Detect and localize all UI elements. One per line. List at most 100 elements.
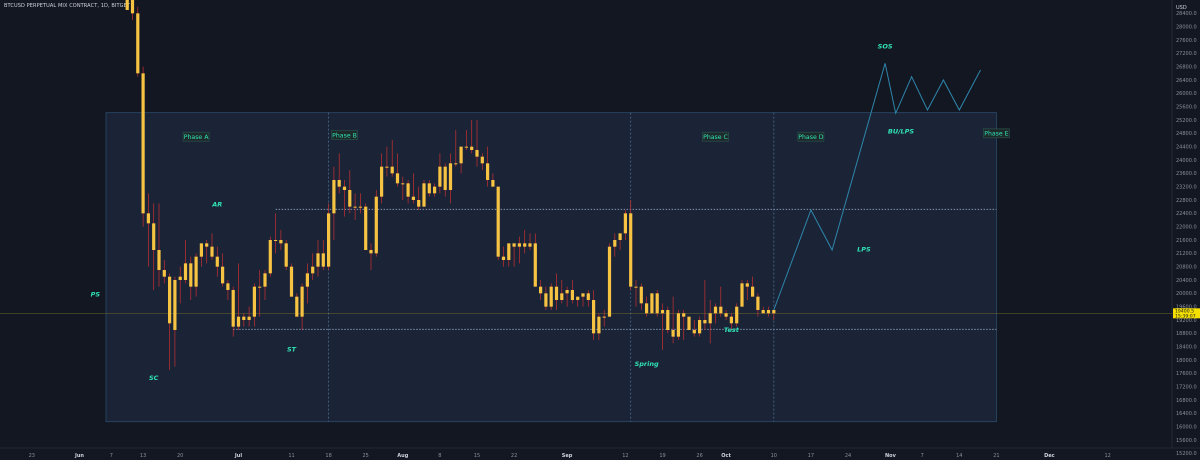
candle-body[interactable] (311, 266, 315, 274)
candle-body[interactable] (448, 163, 453, 190)
candle-body[interactable] (470, 146, 474, 150)
candle-body[interactable] (475, 150, 479, 157)
candle-body[interactable] (724, 313, 728, 317)
candle-body[interactable] (178, 276, 182, 280)
candle-body[interactable] (602, 316, 606, 318)
candle-body[interactable] (544, 293, 548, 307)
candle-body[interactable] (634, 286, 638, 288)
candle-body[interactable] (623, 213, 627, 234)
candle-body[interactable] (645, 303, 649, 314)
candle-body[interactable] (597, 316, 601, 334)
candle-body[interactable] (417, 200, 421, 207)
candle-body[interactable] (756, 296, 760, 310)
candle-body[interactable] (581, 293, 585, 297)
candle-body[interactable] (327, 213, 331, 267)
candle-body[interactable] (162, 270, 166, 277)
candle-body[interactable] (613, 240, 617, 247)
candle-body[interactable] (194, 256, 198, 287)
candle-body[interactable] (687, 316, 691, 330)
candle-body[interactable] (650, 293, 654, 314)
candle-body[interactable] (141, 73, 145, 214)
candle-body[interactable] (295, 296, 299, 317)
candle-body[interactable] (454, 163, 458, 165)
candle-body[interactable] (395, 173, 400, 184)
candle-body[interactable] (289, 266, 294, 297)
candle-body[interactable] (655, 293, 659, 314)
candle-body[interactable] (305, 273, 309, 287)
candle-body[interactable] (671, 330, 675, 337)
candle-body[interactable] (464, 146, 468, 148)
candle-body[interactable] (618, 233, 622, 240)
candle-body[interactable] (342, 186, 347, 190)
candle-body[interactable] (570, 290, 574, 300)
candle-body[interactable] (719, 306, 723, 314)
candle-body[interactable] (337, 180, 341, 187)
candle-body[interactable] (242, 316, 246, 320)
candle-body[interactable] (523, 243, 527, 247)
candle-body[interactable] (703, 320, 707, 324)
candle-body[interactable] (183, 263, 188, 280)
candle-body[interactable] (560, 293, 564, 300)
candle-body[interactable] (501, 256, 506, 260)
candle-body[interactable] (199, 243, 203, 257)
candle-body[interactable] (252, 286, 256, 317)
candle-body[interactable] (740, 283, 744, 307)
candle-body[interactable] (380, 166, 384, 197)
candle-body[interactable] (443, 166, 447, 190)
candle-body[interactable] (284, 243, 288, 267)
candle-body[interactable] (745, 283, 749, 287)
candle-body[interactable] (592, 300, 596, 334)
candle-body[interactable] (279, 240, 283, 244)
candle-body[interactable] (173, 280, 177, 330)
candle-body[interactable] (607, 246, 612, 317)
candle-body[interactable] (369, 250, 373, 254)
candle-body[interactable] (152, 223, 156, 250)
candle-body[interactable] (676, 313, 680, 337)
candle-body[interactable] (639, 286, 643, 304)
candle-body[interactable] (629, 213, 633, 287)
candle-body[interactable] (358, 206, 362, 208)
candle-body[interactable] (374, 196, 378, 254)
candle-body[interactable] (486, 163, 490, 180)
candle-body[interactable] (321, 253, 325, 267)
candle-body[interactable] (539, 286, 543, 294)
candle-body[interactable] (353, 206, 357, 208)
candle-body[interactable] (422, 183, 426, 207)
candle-body[interactable] (385, 166, 389, 168)
candle-body[interactable] (512, 243, 516, 247)
candle-body[interactable] (533, 243, 537, 287)
candle-body[interactable] (708, 313, 712, 324)
candle-body[interactable] (130, 0, 135, 14)
candle-body[interactable] (364, 206, 368, 250)
candle-body[interactable] (735, 306, 739, 324)
candle-body[interactable] (300, 286, 304, 317)
candle-body[interactable] (576, 296, 580, 300)
candle-body[interactable] (692, 330, 696, 334)
candle-body[interactable] (666, 310, 670, 330)
candle-body[interactable] (713, 306, 718, 314)
candle-body[interactable] (332, 180, 336, 214)
candle-body[interactable] (406, 183, 410, 197)
candle-body[interactable] (761, 310, 765, 314)
candle-body[interactable] (438, 166, 442, 187)
candle-body[interactable] (433, 186, 437, 194)
candle-body[interactable] (146, 213, 150, 224)
candle-body[interactable] (554, 286, 559, 300)
candle-body[interactable] (459, 146, 463, 164)
candle-body[interactable] (766, 310, 771, 314)
candle-body[interactable] (411, 196, 415, 200)
candle-body[interactable] (125, 0, 129, 10)
candle-body[interactable] (491, 180, 495, 187)
candle-body[interactable] (427, 183, 431, 194)
candle-body[interactable] (231, 290, 235, 327)
candle-body[interactable] (168, 276, 172, 324)
candle-body[interactable] (258, 286, 262, 288)
candle-body[interactable] (221, 266, 225, 284)
candle-body[interactable] (348, 190, 352, 207)
candle-body[interactable] (210, 246, 214, 257)
candle-body[interactable] (263, 273, 267, 287)
candle-body[interactable] (507, 243, 511, 260)
candle-body[interactable] (729, 316, 733, 324)
candle-body[interactable] (682, 313, 686, 317)
